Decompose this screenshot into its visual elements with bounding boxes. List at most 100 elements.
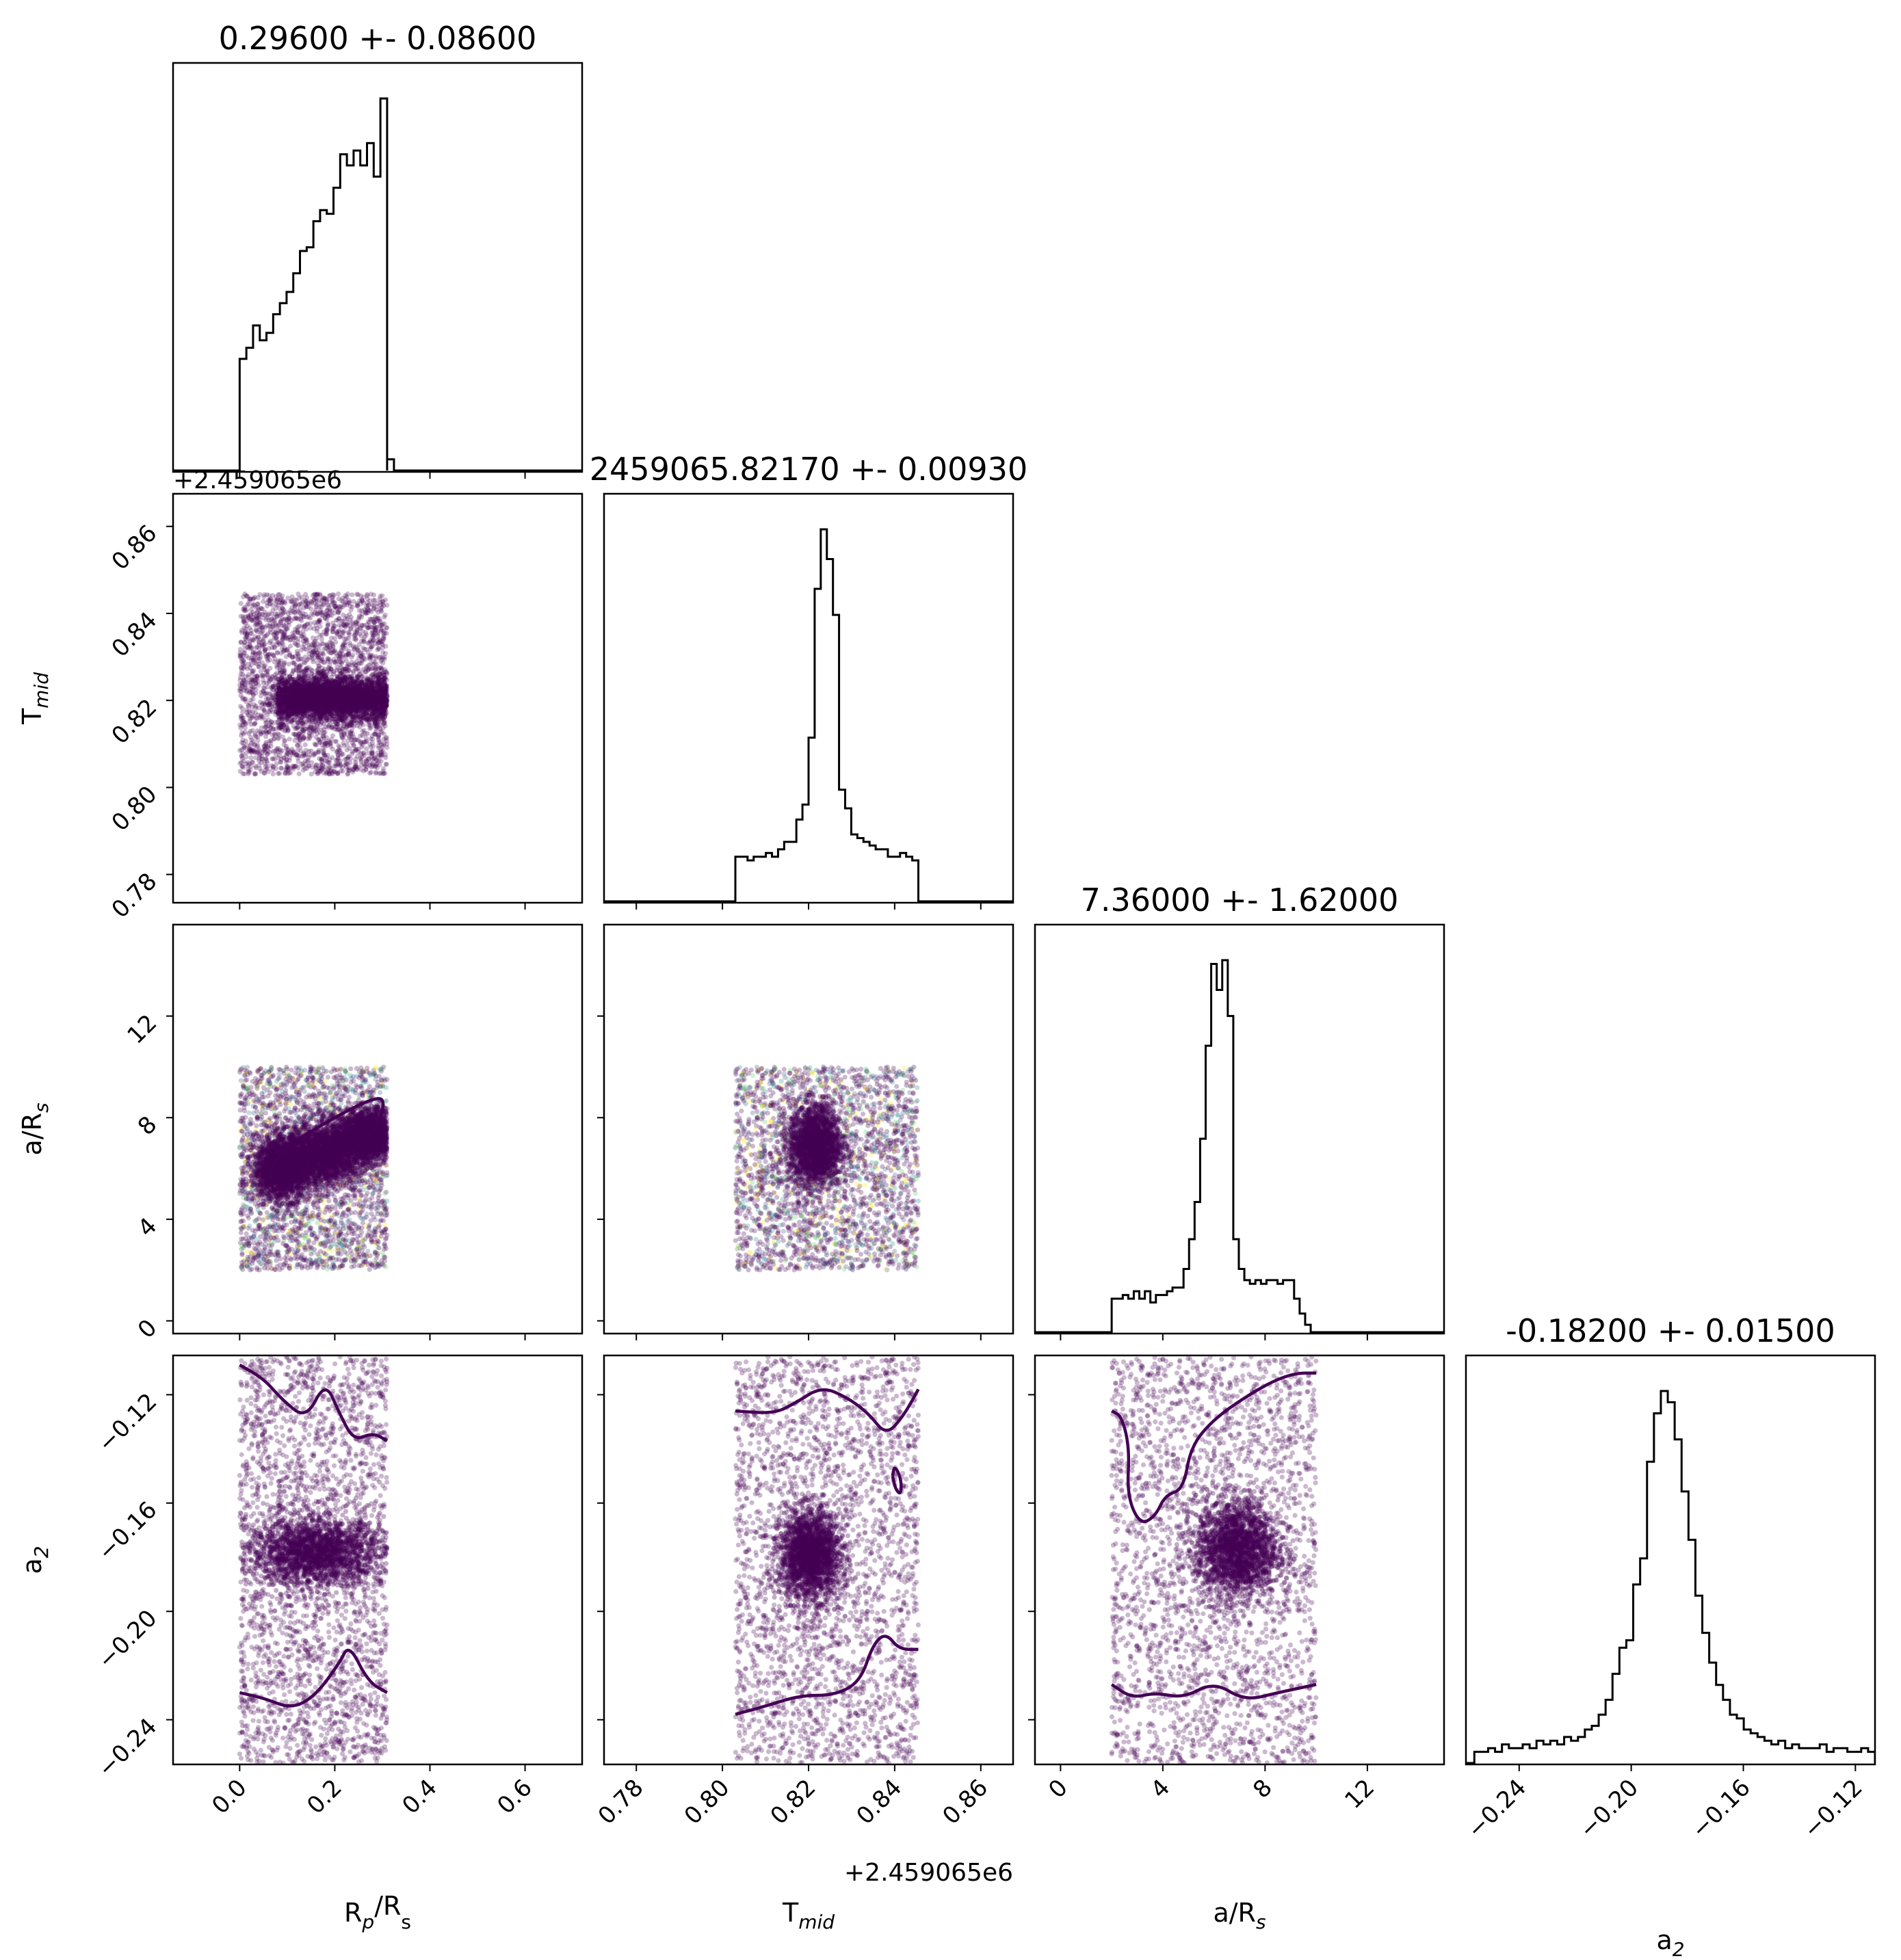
scatter-point	[336, 747, 341, 753]
scatter-point	[371, 693, 378, 698]
scatter-point	[347, 612, 352, 618]
scatter-point	[263, 756, 269, 762]
scatter-point	[309, 760, 315, 765]
scatter-point	[377, 708, 383, 714]
scatter-point	[305, 706, 311, 711]
scatter-point	[347, 734, 352, 740]
scatter-point	[348, 717, 354, 724]
scatter-point	[247, 746, 252, 752]
scatter-point	[266, 717, 272, 723]
scatter-point	[333, 758, 339, 763]
scatter-point	[339, 751, 345, 756]
scatter-point	[254, 716, 259, 721]
scatter-point	[325, 621, 331, 626]
scatter-point	[307, 736, 313, 741]
scatter-point	[352, 706, 358, 711]
scatter-point	[322, 730, 328, 735]
scatter-point	[381, 633, 386, 639]
scatter-point	[346, 631, 352, 636]
scatter-point	[242, 685, 248, 691]
scatter-point	[308, 725, 313, 730]
scatter-point	[345, 622, 350, 628]
scatter-point	[243, 629, 249, 635]
scatter-point	[277, 687, 283, 693]
scatter-point	[324, 628, 330, 633]
scatter-point	[289, 594, 295, 600]
scatter-point	[267, 597, 273, 602]
scatter-point	[341, 736, 346, 741]
scatter-point	[358, 687, 364, 693]
scatter-point	[327, 757, 332, 763]
scatter-point	[296, 771, 302, 777]
scatter-point	[358, 593, 364, 598]
scatter-point	[263, 663, 268, 668]
scatter-point	[358, 767, 364, 772]
scatter-point	[241, 677, 247, 683]
scatter-point	[276, 700, 281, 706]
scatter-point	[268, 698, 274, 703]
scatter-point	[282, 633, 288, 639]
scatter-point	[250, 618, 256, 624]
scatter-point	[263, 767, 268, 773]
scatter-point	[356, 631, 363, 637]
scatter-point	[313, 766, 319, 771]
scatter-point	[268, 676, 274, 682]
scatter-point	[281, 755, 287, 760]
scatter-point	[295, 630, 301, 635]
scatter-point	[304, 765, 310, 771]
scatter-point	[276, 613, 282, 618]
scatter-point	[317, 624, 323, 629]
scatter-point	[329, 770, 335, 776]
scatter-point	[239, 723, 245, 728]
scatter-point	[316, 750, 322, 755]
scatter-point	[291, 661, 297, 667]
scatter-point	[270, 771, 276, 777]
scatter-point	[249, 704, 254, 710]
scatter-point	[363, 767, 369, 772]
scatter-point	[359, 623, 365, 628]
scatter-point	[254, 614, 259, 620]
scatter-point	[345, 754, 351, 760]
scatter-point	[313, 605, 319, 610]
scatter-point	[342, 637, 348, 642]
scatter-point	[345, 667, 350, 673]
scatter-point	[280, 616, 285, 622]
scatter-point	[327, 742, 332, 747]
scatter-point	[339, 704, 345, 709]
scatter-point	[256, 664, 261, 670]
scatter-point	[350, 644, 356, 649]
scatter-point	[328, 685, 334, 691]
scatter-point	[257, 616, 262, 622]
scatter-point	[380, 639, 385, 644]
scatter-point	[260, 756, 265, 762]
scatter-point	[373, 758, 379, 763]
scatter-point	[305, 704, 311, 710]
scatter-point	[286, 615, 291, 620]
scatter-point	[319, 758, 325, 764]
scatter-point	[288, 770, 293, 776]
scatter-point	[375, 618, 380, 624]
scatter-point	[321, 659, 326, 665]
scatter-point	[274, 683, 280, 688]
scatter-point	[322, 629, 327, 635]
scatter-point	[272, 621, 278, 626]
scatter-point	[315, 730, 320, 736]
scatter-point	[337, 691, 342, 698]
scatter-point	[302, 742, 308, 747]
scatter-point	[359, 608, 365, 613]
scatter-point	[270, 652, 275, 657]
scatter-point	[337, 727, 343, 732]
scatter-point	[275, 611, 280, 617]
scatter-point	[281, 742, 287, 747]
scatter-point	[253, 680, 259, 685]
scatter-point	[314, 763, 319, 768]
scatter-point	[354, 603, 360, 609]
scatter-point	[253, 677, 259, 683]
scatter-point	[345, 591, 350, 597]
scatter-point	[301, 693, 306, 699]
scatter-point	[257, 646, 262, 651]
scatter-point	[349, 707, 354, 713]
scatter-point	[261, 747, 267, 752]
scatter-point	[276, 755, 281, 760]
scatter-point	[370, 677, 376, 683]
